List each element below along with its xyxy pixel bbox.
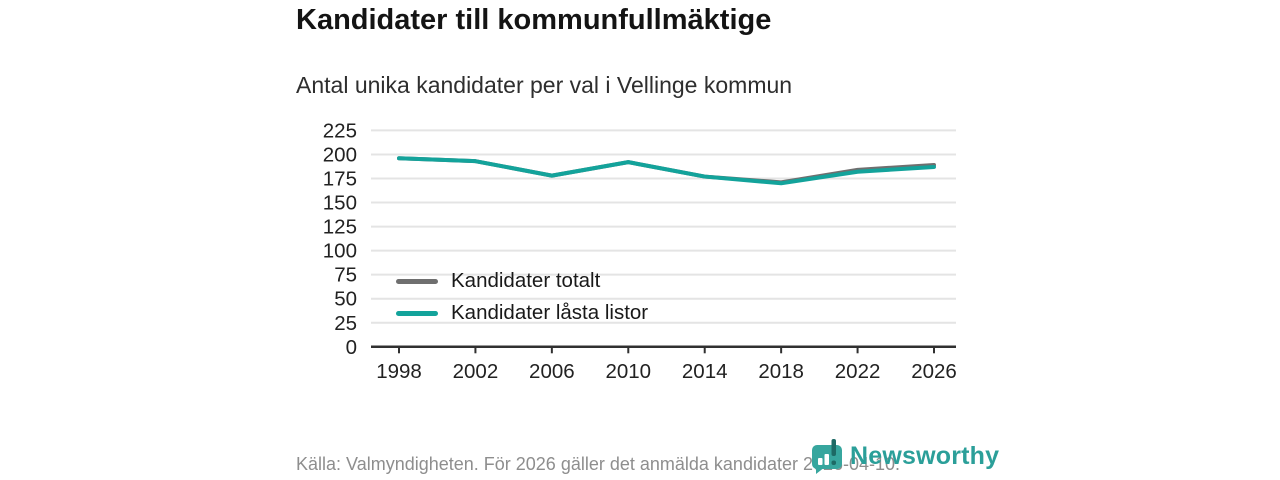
x-tick-label: 2022 <box>835 360 881 383</box>
x-tick-label: 2006 <box>529 360 575 383</box>
chart-title: Kandidater till kommunfullmäktige <box>296 4 772 36</box>
legend-swatch-lasta-listor <box>396 310 438 316</box>
y-tick-label: 75 <box>334 264 357 287</box>
x-tick-label: 2026 <box>911 360 957 383</box>
x-tick-label: 2018 <box>758 360 804 383</box>
source-note: Källa: Valmyndigheten. För 2026 gäller d… <box>296 454 901 474</box>
x-tick-label: 1998 <box>376 360 422 383</box>
y-tick-label: 125 <box>323 216 357 239</box>
y-tick-label: 175 <box>323 167 357 190</box>
y-tick-label: 100 <box>323 240 357 263</box>
y-tick-label: 50 <box>334 288 357 311</box>
legend-item-lasta-listor: Kandidater låsta listor <box>396 297 648 329</box>
newsworthy-bubble-icon <box>812 439 842 474</box>
chart-legend: Kandidater totalt Kandidater låsta listo… <box>396 265 648 329</box>
x-tick-label: 2002 <box>453 360 499 383</box>
y-tick-label: 0 <box>346 336 357 359</box>
x-tick-label: 2010 <box>605 360 651 383</box>
legend-label-lasta-listor: Kandidater låsta listor <box>451 301 649 324</box>
newsworthy-wordmark: Newsworthy <box>850 442 1000 470</box>
chart-subtitle: Antal unika kandidater per val i Velling… <box>296 72 793 98</box>
y-tick-label: 25 <box>334 312 357 335</box>
series-line-1 <box>397 156 936 186</box>
legend-swatch-totalt <box>396 278 438 284</box>
x-tick-label: 2014 <box>682 360 728 383</box>
legend-label-totalt: Kandidater totalt <box>451 269 601 292</box>
newsworthy-logo: Newsworthy <box>811 439 999 474</box>
y-tick-label: 200 <box>323 143 357 166</box>
y-tick-label: 225 <box>323 119 357 142</box>
y-tick-label: 150 <box>323 192 357 215</box>
legend-item-totalt: Kandidater totalt <box>396 265 648 297</box>
